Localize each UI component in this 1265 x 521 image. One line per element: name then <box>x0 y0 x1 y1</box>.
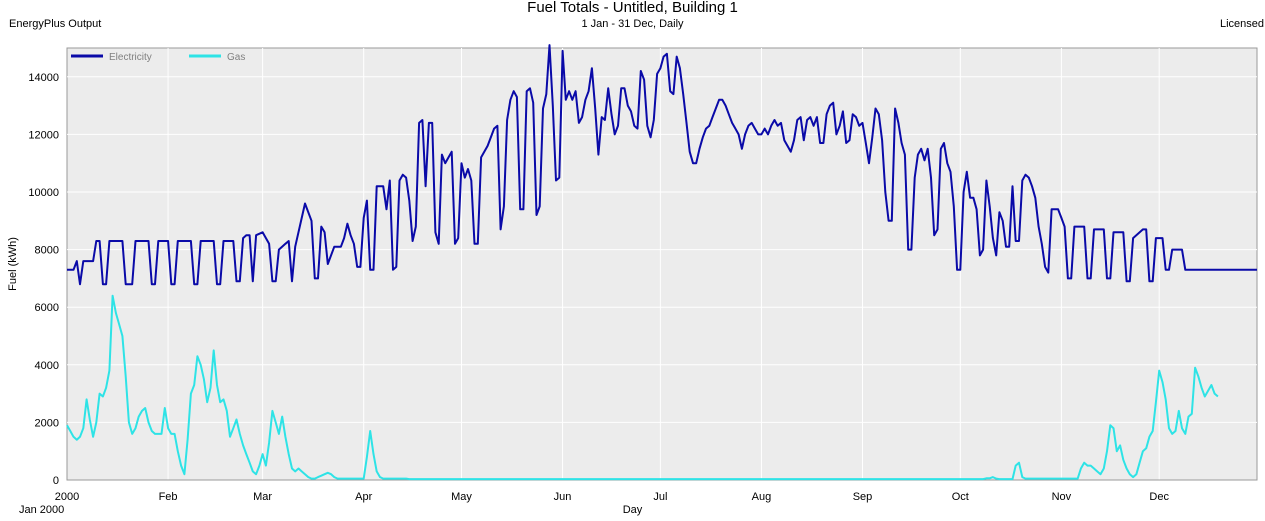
x-tick-label: 2000 <box>55 491 79 503</box>
x-axis-label: Day <box>622 504 643 516</box>
y-axis: 0 2000 4000 6000 8000 10000 12000 14000 <box>28 72 59 487</box>
x-tick-label: Apr <box>355 491 372 503</box>
x-axis: 2000 Feb Mar Apr May Jun Jul Aug Sep Oct Nov Dec <box>55 479 1257 503</box>
y-tick-label: 2000 <box>35 417 59 429</box>
series-line-electricity <box>67 44 1257 286</box>
legend-label-gas: Gas <box>227 52 245 63</box>
date-range-label: Jan 2000 <box>19 504 65 516</box>
plot-area <box>66 47 1258 481</box>
license-label: Licensed <box>1219 18 1264 30</box>
y-tick-label: 0 <box>53 475 59 487</box>
y-tick-label: 6000 <box>35 302 59 314</box>
y-tick-label: 4000 <box>35 360 59 372</box>
chart-subtitle: 1 Jan - 31 Dec, Daily <box>581 18 684 30</box>
gridlines <box>67 48 1257 480</box>
y-axis-label: Fuel (kWh) <box>7 237 19 291</box>
x-tick-label: Dec <box>1149 491 1169 503</box>
y-tick-label: 8000 <box>35 245 59 257</box>
y-tick-label: 12000 <box>28 129 59 141</box>
legend-label-electricity: Electricity <box>109 52 152 63</box>
x-tick-label: Mar <box>253 491 272 503</box>
series-lines <box>66 44 1257 481</box>
chart-title: Fuel Totals - Untitled, Building 1 <box>527 0 738 16</box>
series-line-gas <box>66 294 1219 481</box>
x-tick-label: Feb <box>159 491 178 503</box>
x-tick-label: May <box>451 491 472 503</box>
x-tick-label: Nov <box>1052 491 1072 503</box>
x-tick-label: Jul <box>653 491 667 503</box>
source-label: EnergyPlus Output <box>9 18 102 30</box>
legend: Electricity Gas <box>71 52 245 63</box>
y-tick-label: 14000 <box>28 72 59 84</box>
x-tick-label: Oct <box>952 491 969 503</box>
x-tick-label: Jun <box>554 491 572 503</box>
x-tick-label: Sep <box>853 491 873 503</box>
x-tick-label: Aug <box>752 491 772 503</box>
y-tick-label: 10000 <box>28 187 59 199</box>
